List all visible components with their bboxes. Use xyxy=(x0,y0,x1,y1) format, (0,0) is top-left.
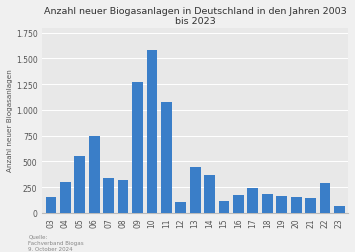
Bar xyxy=(118,180,129,213)
Bar xyxy=(147,51,157,213)
Bar xyxy=(219,202,229,213)
Title: Anzahl neuer Biogasanlagen in Deutschland in den Jahren 2003 bis 2023: Anzahl neuer Biogasanlagen in Deutschlan… xyxy=(44,7,346,26)
Bar xyxy=(233,195,244,213)
Bar xyxy=(103,178,114,213)
Bar xyxy=(175,203,186,213)
Bar xyxy=(190,168,201,213)
Bar xyxy=(305,198,316,213)
Bar xyxy=(161,102,172,213)
Bar xyxy=(45,198,56,213)
Bar xyxy=(204,175,215,213)
Bar xyxy=(262,194,273,213)
Bar xyxy=(89,136,100,213)
Bar xyxy=(247,188,258,213)
Bar xyxy=(334,206,345,213)
Bar xyxy=(132,83,143,213)
Bar xyxy=(60,182,71,213)
Bar xyxy=(291,198,301,213)
Bar xyxy=(320,183,331,213)
Y-axis label: Anzahl neuer Biogasanlagen: Anzahl neuer Biogasanlagen xyxy=(7,70,13,172)
Bar xyxy=(75,156,85,213)
Bar xyxy=(276,197,287,213)
Text: Quelle:
Fachverband Biogas
9. October 2024: Quelle: Fachverband Biogas 9. October 20… xyxy=(28,233,84,251)
